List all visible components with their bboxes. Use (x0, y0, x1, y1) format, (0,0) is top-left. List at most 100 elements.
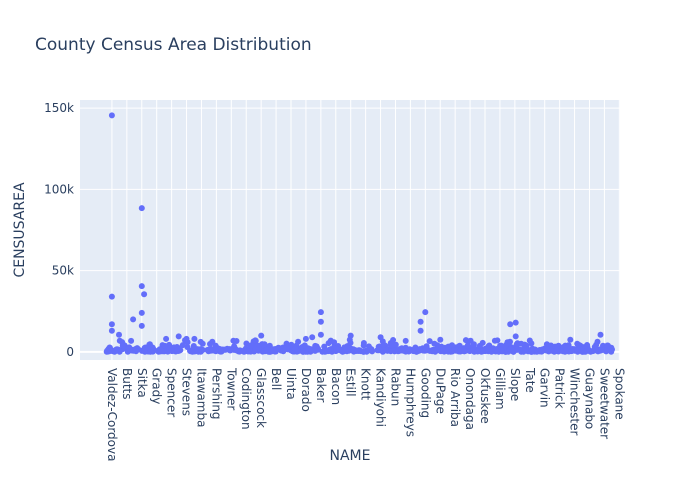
data-point (405, 348, 412, 355)
data-point (309, 334, 316, 341)
x-tick-label: Towner (224, 367, 238, 410)
data-point (342, 347, 349, 354)
x-tick-label: Stevens (180, 368, 194, 416)
data-point (333, 345, 340, 352)
data-point (108, 327, 115, 334)
data-point (317, 309, 324, 316)
data-point (116, 331, 122, 338)
data-point (217, 348, 224, 354)
data-point (390, 337, 397, 343)
data-point (498, 347, 505, 354)
gridlines (80, 100, 620, 360)
data-point (507, 338, 513, 345)
data-point (108, 293, 115, 300)
data-point (107, 347, 114, 354)
y-axis-ticks: 0 50k 100k 150k (44, 101, 74, 359)
data-point (108, 321, 115, 328)
data-point (365, 347, 372, 354)
x-tick-label: Spokane (612, 368, 626, 420)
data-point (292, 346, 299, 352)
data-point (598, 347, 605, 354)
data-point (417, 318, 424, 325)
data-point (108, 112, 115, 119)
data-point (431, 340, 438, 347)
data-point (126, 345, 133, 352)
data-point (227, 346, 234, 353)
x-tick-label: Uinta (284, 368, 298, 400)
data-point (417, 346, 423, 353)
x-tick-label: DuPage (433, 368, 447, 414)
data-point (569, 346, 576, 352)
data-point (321, 343, 328, 350)
data-point (119, 342, 126, 349)
data-point (175, 346, 182, 353)
data-point (128, 337, 135, 344)
data-point (395, 348, 402, 355)
data-point (245, 348, 252, 355)
x-tick-label: Bacon (329, 368, 343, 405)
data-point (512, 319, 519, 326)
data-point (163, 335, 170, 342)
data-point (512, 333, 519, 340)
y-tick-label: 100k (44, 182, 74, 196)
data-point (258, 332, 265, 339)
y-tick-label: 150k (44, 101, 74, 115)
data-point (300, 348, 307, 355)
data-point (491, 337, 498, 344)
data-point (197, 338, 204, 345)
x-tick-label: Pershing (209, 368, 223, 420)
data-point (567, 336, 574, 343)
data-point (138, 205, 145, 212)
data-point (507, 321, 514, 328)
data-point (514, 340, 521, 347)
data-point (562, 348, 569, 355)
data-point (474, 348, 481, 355)
x-tick-label: Dorado (299, 368, 313, 412)
data-point (141, 347, 148, 354)
x-tick-label: Bell (269, 368, 283, 390)
x-tick-label: Humphreys (403, 368, 417, 437)
data-point (402, 337, 409, 344)
data-point (230, 337, 237, 344)
data-point (138, 283, 145, 290)
data-point (470, 341, 477, 348)
data-point (377, 334, 384, 341)
x-tick-label: Patrick (553, 368, 567, 409)
data-point (272, 347, 279, 354)
data-point (505, 348, 512, 355)
y-tick-label: 50k (52, 264, 74, 278)
data-point (288, 341, 295, 348)
data-point (209, 346, 216, 353)
x-tick-label: Sitka (135, 368, 149, 398)
data-point (325, 340, 332, 347)
data-point (597, 331, 604, 338)
data-point (360, 342, 367, 349)
data-point (347, 332, 354, 339)
data-point (422, 309, 429, 316)
data-point (585, 347, 592, 353)
x-tick-label: Kandiyohi (374, 368, 388, 427)
data-point (431, 347, 438, 354)
data-point (183, 335, 190, 342)
x-tick-label: Sweetwater (597, 368, 611, 439)
data-point (331, 339, 338, 346)
data-point (484, 345, 491, 352)
data-point (553, 347, 560, 354)
data-point (295, 338, 302, 345)
x-axis-ticks: Valdez-Cordova Butts Sitka Grady Spencer Stev… (105, 367, 626, 461)
data-point (376, 346, 383, 352)
data-point (476, 342, 483, 349)
x-tick-label: Gilliam (493, 368, 507, 410)
x-tick-label: Garvin (538, 368, 552, 408)
data-point (207, 341, 213, 347)
x-tick-label: Tate (523, 367, 537, 393)
x-tick-label: Knott (359, 368, 373, 401)
data-point (347, 339, 354, 346)
data-point (147, 346, 154, 353)
x-tick-label: Onondaga (463, 368, 477, 430)
data-point (417, 327, 424, 334)
data-point (464, 342, 471, 349)
data-point (574, 346, 581, 353)
plot-area (80, 100, 620, 360)
